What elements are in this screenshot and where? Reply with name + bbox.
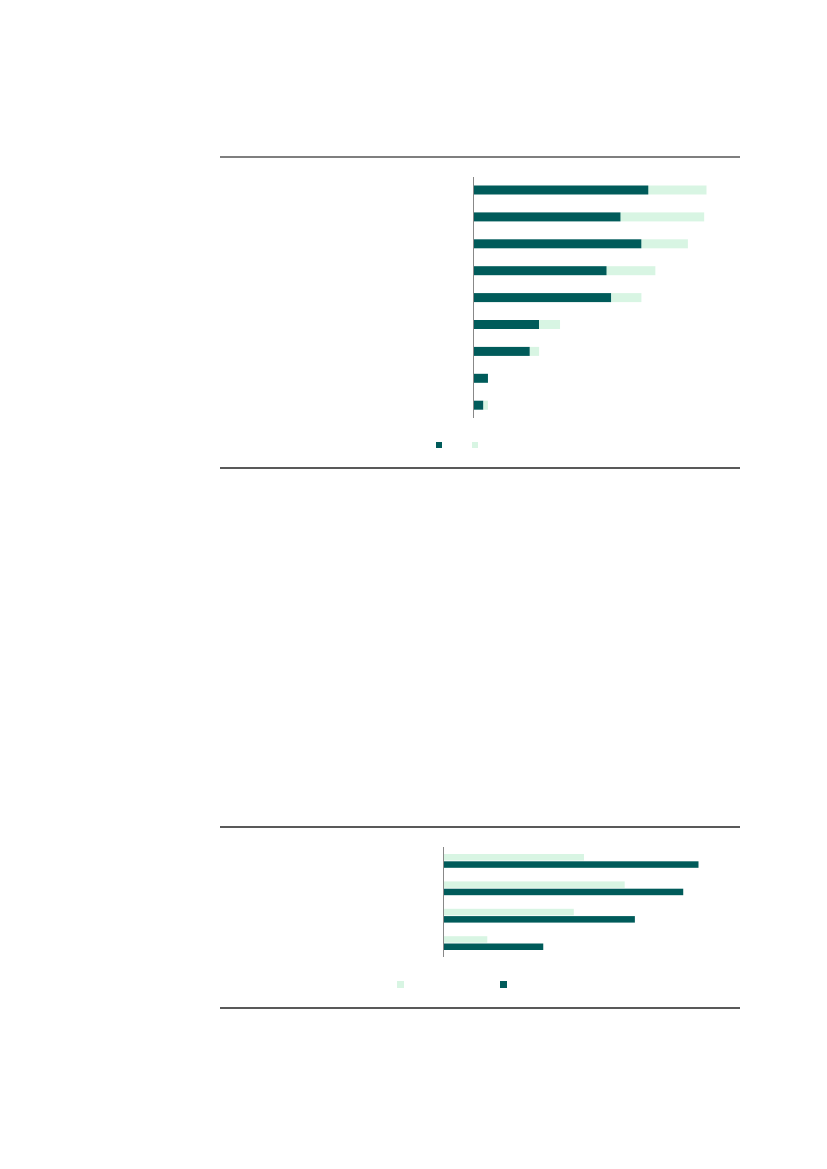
chart1-legend [436, 442, 478, 448]
chart1-bar-light [483, 400, 488, 410]
legend-swatch-dark [436, 442, 442, 448]
chart1-bar-light [606, 266, 656, 276]
chart1-bar-light [611, 293, 642, 303]
chart1-bar-dark [474, 212, 621, 222]
chart2-bar-dark [444, 861, 699, 868]
chart2-legend [397, 981, 507, 988]
chart2-bar-light [444, 908, 574, 916]
chart1-bar-dark [474, 320, 540, 329]
chart1-bar-dark [474, 346, 530, 356]
chart1-bar-dark [474, 373, 488, 383]
chart2-bar-dark [444, 888, 684, 896]
chart1-bar-light [529, 346, 540, 356]
chart1-bar-dark [474, 400, 484, 410]
chart2-bar-light [444, 881, 625, 888]
chart1-bar-dark [474, 266, 607, 276]
legend-swatch-dark [500, 981, 507, 988]
legend-swatch-light [472, 442, 478, 448]
chart1-bar-light [648, 185, 707, 195]
chart2-bars [444, 854, 699, 950]
chart2-bar-dark [444, 943, 544, 950]
chart2-bar-light [444, 854, 584, 861]
legend-swatch-light [397, 981, 404, 988]
chart1-bars [474, 185, 707, 410]
chart1-bar-light [641, 239, 688, 249]
chart1-bar-dark [474, 293, 612, 303]
chart1-bar-light [539, 320, 561, 329]
chart2-bar-dark [444, 916, 635, 923]
chart1-bar-light [620, 212, 705, 222]
chart1-bar-dark [474, 185, 649, 195]
chart2-bar-light [444, 936, 488, 943]
chart1-bar-dark [474, 239, 642, 249]
